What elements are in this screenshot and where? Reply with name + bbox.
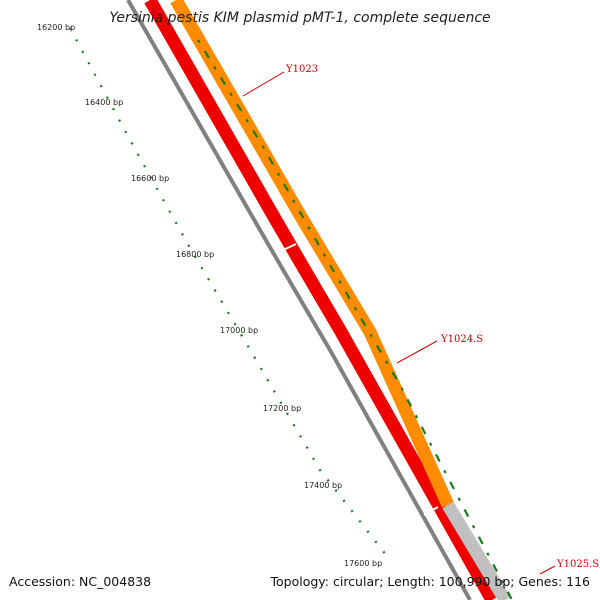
- inner-tick-track: [69, 27, 391, 561]
- uncolored-gene-track: [442, 501, 511, 600]
- position-label: 16400 bp: [85, 98, 123, 107]
- gene-label-y1024s[interactable]: Y1024.S: [440, 334, 483, 345]
- gene-label-line: [242, 71, 285, 97]
- position-label: 17200 bp: [263, 404, 301, 413]
- outer-tick-ring: [197, 39, 513, 600]
- position-label: 17600 bp: [344, 559, 382, 568]
- gene-label-y1025s[interactable]: Y1025.S: [556, 559, 599, 570]
- position-labels: 16200 bp 16400 bp 16600 bp 16800 bp 1700…: [37, 23, 382, 568]
- summary-text: Topology: circular; Length: 100,990 bp; …: [270, 574, 591, 589]
- position-label: 16800 bp: [176, 250, 214, 259]
- gene-label-line: [539, 565, 556, 575]
- gene-boundary: [280, 243, 297, 252]
- position-label: 17400 bp: [304, 481, 342, 490]
- inner-tick-ring: [69, 27, 391, 561]
- position-label: 17000 bp: [220, 326, 258, 335]
- gene-boundary: [423, 506, 439, 516]
- gene-label-y1023[interactable]: Y1023: [285, 64, 318, 75]
- gene-label-lines: [242, 71, 556, 575]
- gene-labels: Y1023 Y1024.S Y1025.S: [285, 64, 599, 570]
- backbone: [126, 0, 472, 600]
- map-title: Yersinia pestis KIM plasmid pMT-1, compl…: [109, 10, 490, 26]
- position-label: 16200 bp: [37, 23, 75, 32]
- forward-gene-track: [170, 0, 454, 508]
- gene-label-line: [396, 340, 438, 364]
- accession-text: Accession: NC_004838: [9, 574, 151, 589]
- outer-tick-track: [197, 39, 513, 600]
- reverse-gene-track: [144, 0, 498, 600]
- position-label: 16600 bp: [131, 174, 169, 183]
